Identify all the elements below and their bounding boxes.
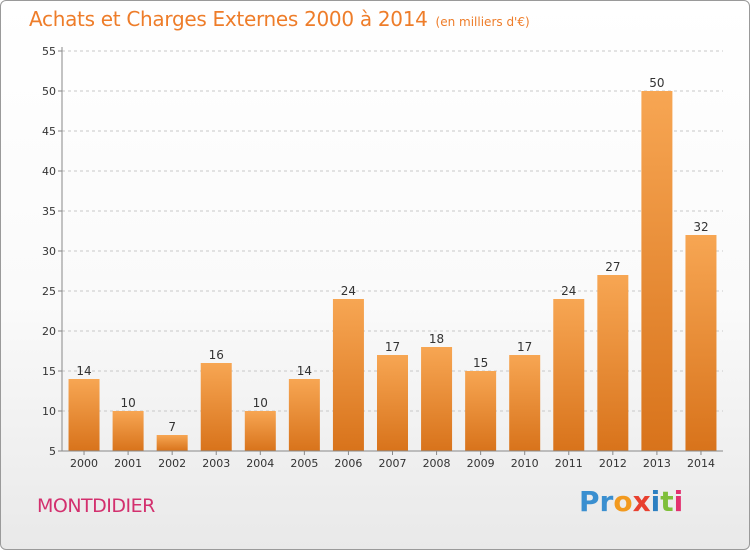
y-tick-label-55: 55 xyxy=(42,45,56,58)
bar-value-label-2006: 24 xyxy=(341,284,356,298)
bar-value-label-2011: 24 xyxy=(561,284,576,298)
x-tick-label-2012: 2012 xyxy=(599,457,627,470)
y-tick-label-15: 15 xyxy=(42,365,56,378)
bar-2011 xyxy=(553,299,585,451)
bar-2009 xyxy=(465,371,497,451)
bars: 14 10 7 16 10 14 24 17 18 15 17 24 27 50 32 xyxy=(68,76,717,451)
x-tick-label-2014: 2014 xyxy=(687,457,715,470)
x-tick-label-2003: 2003 xyxy=(202,457,230,470)
bar-2002 xyxy=(156,435,188,451)
x-tick-label-2004: 2004 xyxy=(246,457,274,470)
bar-value-label-2013: 50 xyxy=(649,76,664,90)
x-tick-label-2000: 2000 xyxy=(70,457,98,470)
logo-part-2: o xyxy=(613,485,633,518)
bar-2014 xyxy=(685,235,717,451)
y-tick-label-25: 25 xyxy=(42,285,56,298)
y-tick-label-40: 40 xyxy=(42,165,56,178)
bar-2007 xyxy=(377,355,408,451)
chart-title-text: Achats et Charges Externes 2000 à 2014 xyxy=(29,7,428,31)
chart-title: Achats et Charges Externes 2000 à 2014 (e… xyxy=(29,7,530,31)
x-tick-label-2005: 2005 xyxy=(290,457,318,470)
bar-value-label-2010: 17 xyxy=(517,340,532,354)
chart-subtitle: (en milliers d'€) xyxy=(435,15,530,29)
y-tick-label-50: 50 xyxy=(42,85,56,98)
bar-2010 xyxy=(509,355,541,451)
x-tick-label-2013: 2013 xyxy=(643,457,671,470)
y-tick-label-30: 30 xyxy=(42,245,56,258)
bar-value-label-2007: 17 xyxy=(385,340,400,354)
x-tick-label-2001: 2001 xyxy=(114,457,142,470)
bar-2005 xyxy=(288,379,320,451)
bar-2004 xyxy=(244,411,276,451)
proxiti-logo: Proxiti xyxy=(579,485,691,525)
x-tick-label-2011: 2011 xyxy=(555,457,583,470)
logo-part-1: Pr xyxy=(579,485,614,518)
bar-2013 xyxy=(641,91,673,451)
bar-value-label-2000: 14 xyxy=(76,364,91,378)
bar-value-label-2005: 14 xyxy=(297,364,312,378)
logo-part-3: x xyxy=(632,485,651,518)
y-tick-label-10: 10 xyxy=(42,405,56,418)
bar-value-label-2009: 15 xyxy=(473,356,488,370)
x-axis-ticks: 2000 2001 2002 2003 2004 2005 2006 2007 2008 2009… xyxy=(70,451,715,470)
bar-value-label-2008: 18 xyxy=(429,332,444,346)
y-tick-label-45: 45 xyxy=(42,125,56,138)
y-tick-label-35: 35 xyxy=(42,205,56,218)
bar-value-label-2012: 27 xyxy=(605,260,620,274)
x-tick-label-2009: 2009 xyxy=(467,457,495,470)
y-tick-label-5: 5 xyxy=(49,445,56,458)
bar-value-label-2003: 16 xyxy=(209,348,224,362)
x-tick-label-2010: 2010 xyxy=(511,457,539,470)
y-tick-label-20: 20 xyxy=(42,325,56,338)
x-tick-label-2008: 2008 xyxy=(423,457,451,470)
bar-value-label-2001: 10 xyxy=(120,396,135,410)
city-name: MONTDIDIER xyxy=(37,495,155,517)
y-axis-ticks: 5 10 15 20 25 30 35 40 45 50 55 xyxy=(42,45,62,458)
bar-2003 xyxy=(200,363,232,451)
bar-value-label-2002: 7 xyxy=(168,420,176,434)
x-tick-label-2002: 2002 xyxy=(158,457,186,470)
logo-part-5: t xyxy=(660,485,674,518)
bar-value-label-2004: 10 xyxy=(253,396,268,410)
logo-part-4: i xyxy=(650,485,661,518)
x-tick-label-2007: 2007 xyxy=(379,457,407,470)
bar-2006 xyxy=(332,299,364,451)
bar-2008 xyxy=(421,347,453,451)
bar-2000 xyxy=(68,379,100,451)
bar-2012 xyxy=(597,275,629,451)
logo-part-6: i xyxy=(673,485,684,518)
x-tick-label-2006: 2006 xyxy=(334,457,362,470)
bar-value-label-2014: 32 xyxy=(693,220,708,234)
bar-2001 xyxy=(112,411,144,451)
